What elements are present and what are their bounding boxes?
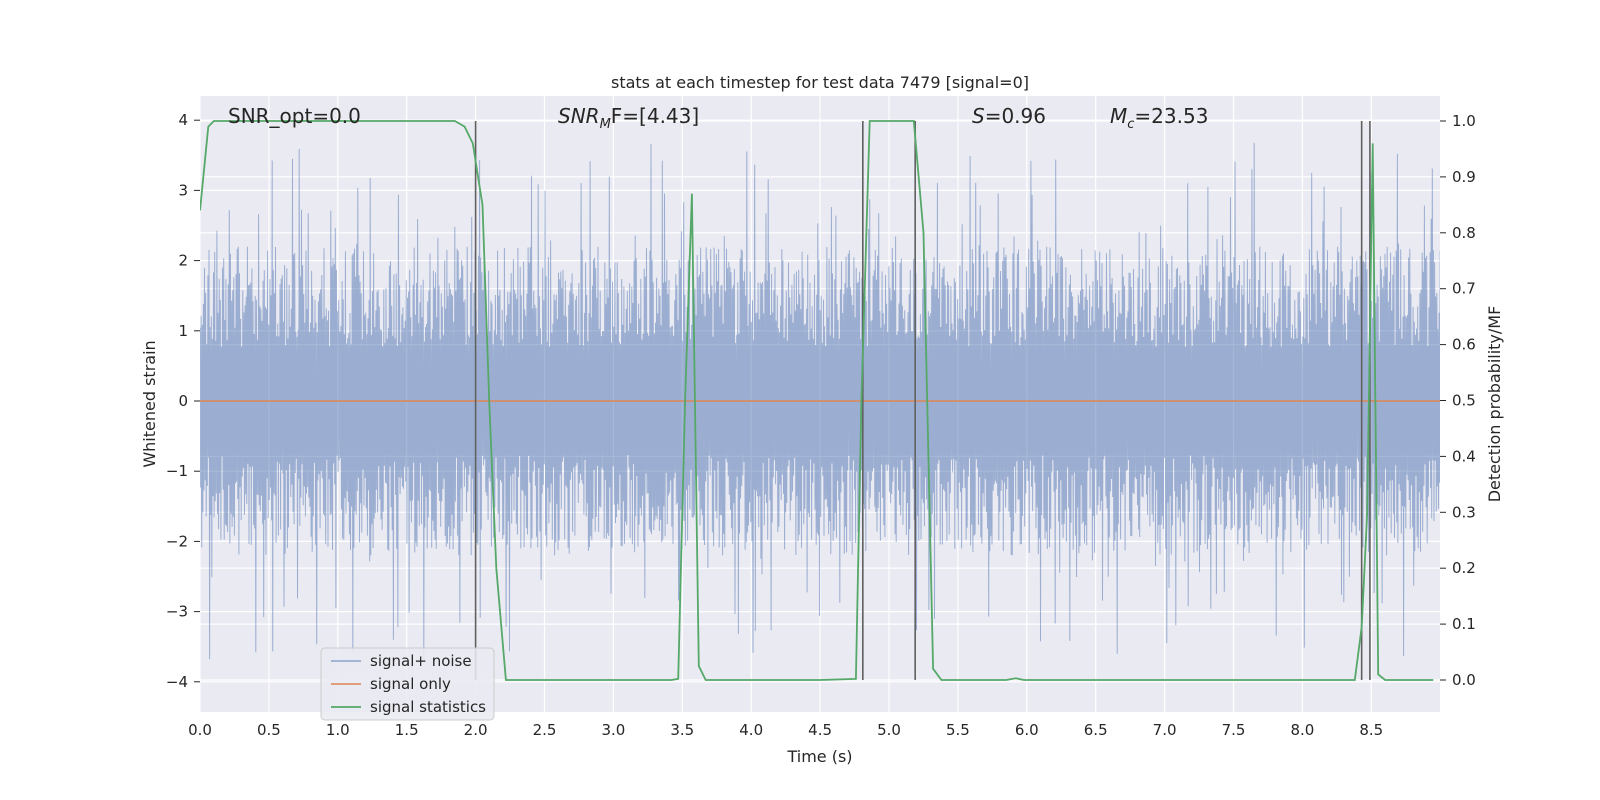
x-tick-label: 6.0 <box>1015 721 1039 739</box>
x-tick-label: 8.5 <box>1359 721 1383 739</box>
x-tick-label: 3.5 <box>670 721 694 739</box>
y2-tick-label: 0.1 <box>1452 615 1476 633</box>
y2-tick-label: 0.4 <box>1452 447 1476 465</box>
mc-main: M <box>1110 104 1127 128</box>
y-tick-label: −3 <box>166 603 188 621</box>
y-tick-label: 3 <box>178 181 188 199</box>
s-rest: =0.96 <box>985 104 1046 128</box>
x-axis-label: Time (s) <box>786 747 852 766</box>
legend-label-signal-statistics: signal statistics <box>370 698 486 716</box>
mc-sub: c <box>1127 117 1134 132</box>
x-tick-label: 7.5 <box>1222 721 1246 739</box>
y2-tick-label: 0.8 <box>1452 224 1476 242</box>
x-tick-label: 0.0 <box>188 721 212 739</box>
y2-tick-label: 0.7 <box>1452 280 1476 298</box>
x-tick-label: 2.5 <box>533 721 557 739</box>
snr-mf-annotation: SNRMF=[4.43] <box>558 104 699 132</box>
y2-tick-label: 0.3 <box>1452 503 1476 521</box>
signal-statistics-series <box>200 120 1434 681</box>
snr-mf-sub: M <box>600 117 611 132</box>
y-tick-label: 4 <box>178 111 188 129</box>
signal-noise-series <box>200 142 1440 660</box>
x-tick-label: 7.0 <box>1153 721 1177 739</box>
x-tick-label: 6.5 <box>1084 721 1108 739</box>
s-main: S <box>972 104 985 128</box>
y2-tick-label: 0.0 <box>1452 671 1476 689</box>
legend-box <box>320 647 495 721</box>
y-tick-label: −2 <box>166 532 188 550</box>
chart-title: stats at each timestep for test data 747… <box>611 73 1029 92</box>
y-tick-label: 0 <box>178 392 188 410</box>
x-tick-label: 4.0 <box>739 721 763 739</box>
x-tick-label: 4.5 <box>808 721 832 739</box>
y2-axis-label: Detection probability/MF <box>1485 306 1504 503</box>
y2-tick-label: 0.6 <box>1452 336 1476 354</box>
legend: signal+ noise signal only signal statist… <box>320 647 495 721</box>
y-tick-label: −1 <box>166 462 188 480</box>
annotations: SNR_opt=0.0 SNRMF=[4.43] S=0.96 Mc=23.53 <box>228 104 1208 132</box>
mc-annotation: Mc=23.53 <box>1110 104 1208 132</box>
y2-axis-ticks: 1.0 0.9 0.8 0.7 0.6 0.5 0.4 0.3 0.2 0.1 0.0 <box>1440 112 1476 689</box>
legend-label-signal-only: signal only <box>370 675 451 693</box>
y2-tick-label: 0.9 <box>1452 168 1476 186</box>
x-tick-label: 5.0 <box>877 721 901 739</box>
s-annotation: S=0.96 <box>972 104 1046 128</box>
y-axis-label: Whitened strain <box>140 340 159 467</box>
snr-opt-annotation: SNR_opt=0.0 <box>228 104 361 128</box>
x-tick-label: 5.5 <box>946 721 970 739</box>
y-axis-ticks: 4 3 2 1 0 −1 −2 −3 −4 <box>166 111 200 691</box>
mc-rest: =23.53 <box>1134 104 1208 128</box>
y2-tick-label: 0.2 <box>1452 559 1476 577</box>
x-tick-label: 3.0 <box>601 721 625 739</box>
signal-statistics-line <box>200 120 1434 681</box>
y-tick-label: 2 <box>178 252 188 270</box>
y-tick-label: −4 <box>166 673 188 691</box>
x-axis-ticks: 0.0 0.5 1.0 1.5 2.0 2.5 3.0 3.5 4.0 4.5 5.0 5.5 6.0 6… <box>188 721 1383 739</box>
x-tick-label: 1.5 <box>395 721 419 739</box>
x-tick-label: 8.0 <box>1290 721 1314 739</box>
x-tick-label: 1.0 <box>326 721 350 739</box>
y2-tick-label: 1.0 <box>1452 112 1476 130</box>
y2-tick-label: 0.5 <box>1452 392 1476 410</box>
snr-mf-main: SNR <box>558 104 600 128</box>
snr-mf-rest: F=[4.43] <box>611 104 699 128</box>
x-tick-label: 0.5 <box>257 721 281 739</box>
y-tick-label: 1 <box>178 322 188 340</box>
x-tick-label: 2.0 <box>464 721 488 739</box>
signal-noise-line <box>200 142 1440 660</box>
vertical-markers <box>474 121 1371 680</box>
legend-label-signal-noise: signal+ noise <box>370 652 472 670</box>
